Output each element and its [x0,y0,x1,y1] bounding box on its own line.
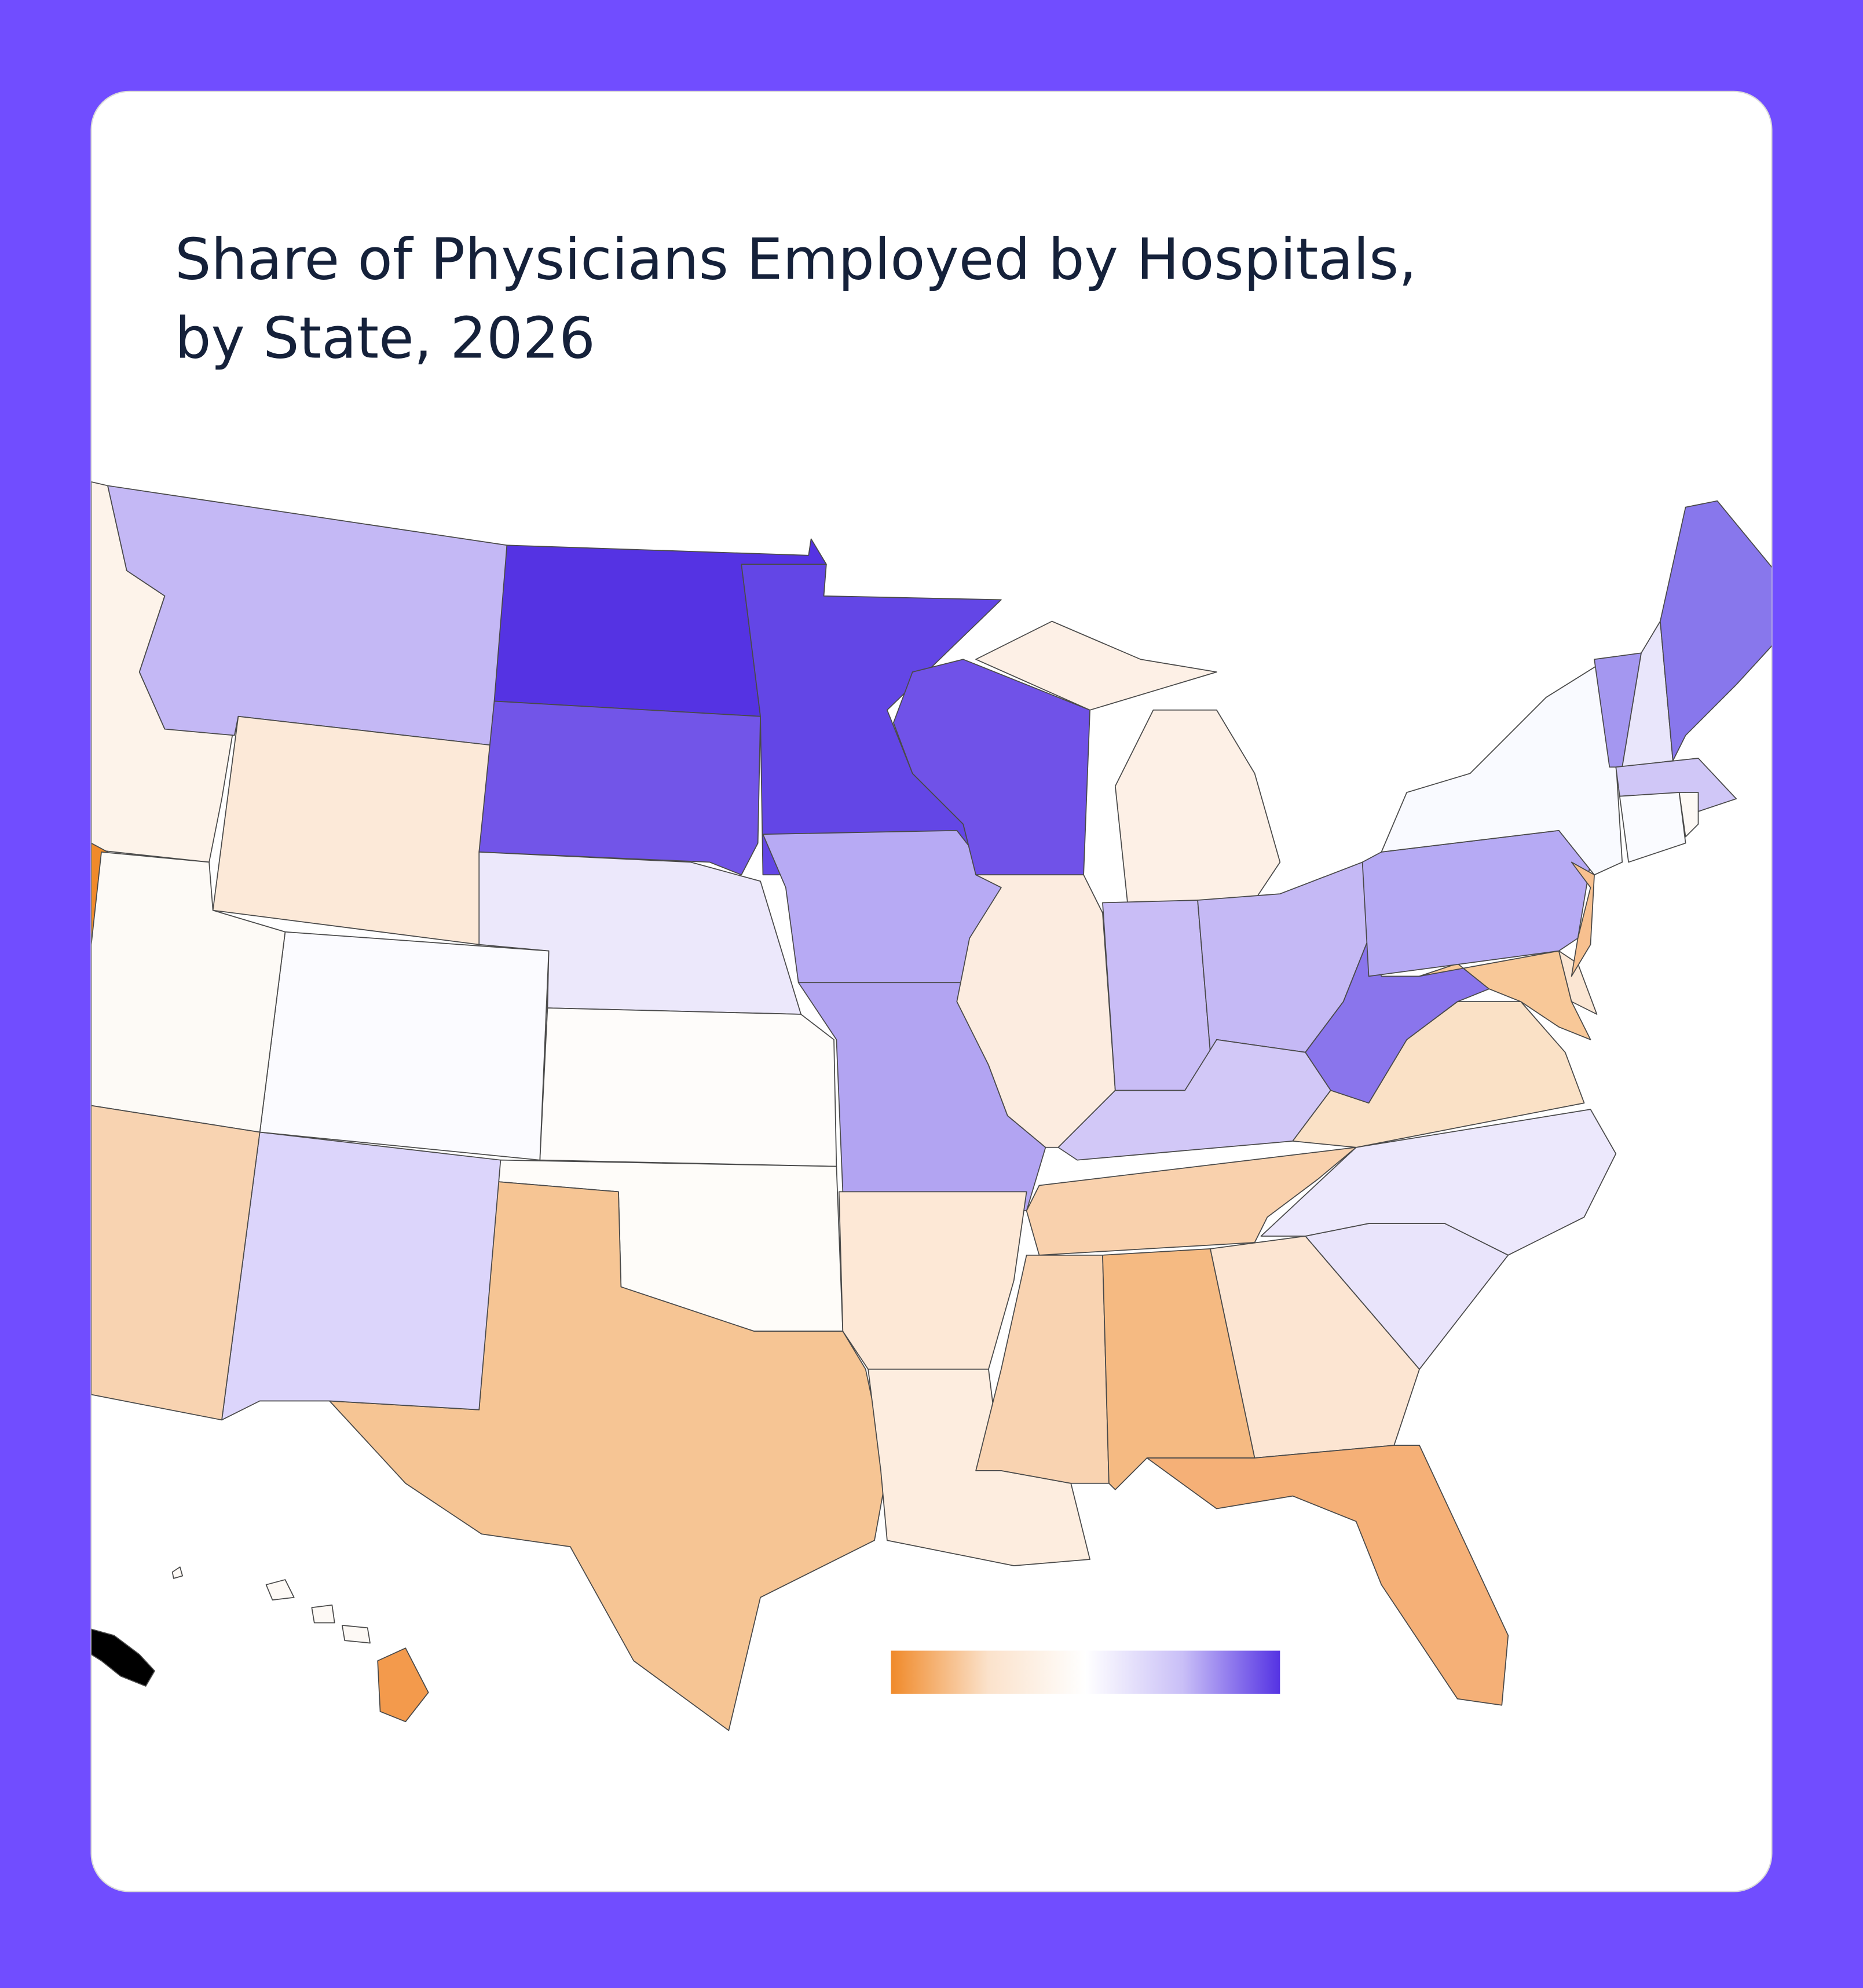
legend-colorbar [891,1650,1280,1694]
state [539,1007,837,1167]
state [956,874,1116,1148]
state [91,1628,155,1687]
title-line: Share of Physicians Employed by Hospital… [175,227,1417,293]
state [259,931,550,1161]
state [1146,1445,1509,1706]
state [311,1604,335,1624]
state [975,620,1217,711]
state [1210,1236,1420,1459]
state [91,1105,261,1421]
state [1678,792,1699,838]
state [342,1624,371,1644]
state [171,1566,184,1579]
state [1619,792,1686,863]
state [1260,1109,1617,1256]
state [478,700,761,876]
state [265,1579,295,1600]
state [1102,900,1211,1104]
state [377,1647,429,1723]
state [329,1181,888,1731]
state [221,1131,502,1421]
state [212,715,495,945]
state [1659,500,1772,762]
title-line: by State, 2026 [175,305,595,371]
state [1558,950,1598,1015]
map [91,481,1772,1731]
